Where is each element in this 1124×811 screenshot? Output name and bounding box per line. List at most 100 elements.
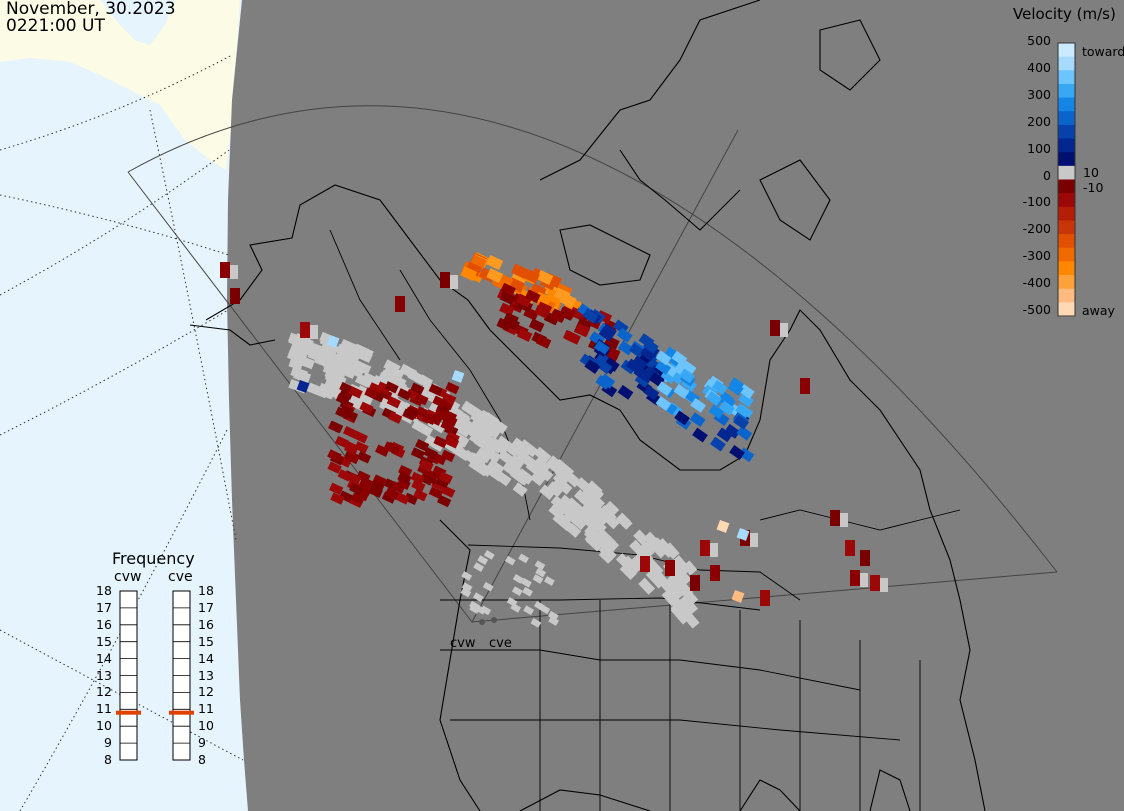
frequency-tick-right: 16 — [198, 616, 214, 632]
velocity-color-step — [1058, 124, 1075, 140]
echo-cell — [530, 618, 542, 628]
echo-cell — [716, 427, 733, 443]
echo-cell — [469, 254, 487, 270]
frequency-tick-right: 8 — [198, 752, 206, 767]
echo-cell — [404, 406, 419, 420]
velocity-color-step — [1058, 111, 1075, 126]
echo-cell — [292, 369, 308, 383]
echo-cell — [516, 328, 533, 342]
echo-cell — [738, 392, 754, 408]
away-label: away — [1082, 303, 1115, 318]
echo-cell — [582, 308, 599, 324]
velocity-color-step — [1058, 275, 1075, 290]
echo-cell — [681, 609, 700, 629]
velocity-color-step — [1058, 43, 1075, 58]
echo-cell — [760, 590, 770, 606]
echo-cell — [680, 360, 697, 376]
echo-cell — [343, 442, 359, 456]
echo-cell — [288, 357, 304, 371]
time-label: 0221:00 UT — [6, 16, 105, 36]
echo-cell — [480, 423, 496, 439]
echo-cell — [385, 366, 404, 382]
velocity-color-step — [1058, 83, 1075, 99]
frequency-panel — [116, 590, 194, 761]
echo-cell — [413, 489, 428, 502]
echo-cell — [381, 399, 402, 415]
echo-cell — [414, 393, 429, 406]
echo-cell — [482, 581, 494, 592]
echo-cell — [335, 393, 351, 406]
echo-cell — [411, 479, 426, 492]
echo-cell — [427, 413, 443, 426]
echo-cell — [628, 343, 645, 358]
echo-cell — [451, 420, 472, 438]
echo-cell — [418, 459, 434, 472]
frequency-tick-left: 14 — [96, 650, 112, 666]
echo-cell — [638, 541, 655, 559]
echo-cell — [461, 582, 473, 593]
echo-cell — [477, 555, 489, 565]
echo-cell — [355, 373, 373, 389]
echo-cell — [584, 359, 601, 374]
echo-cell — [465, 261, 482, 277]
echo-cell — [536, 269, 554, 285]
echo-cell — [342, 426, 358, 439]
echo-cell — [473, 435, 493, 453]
echo-cell — [511, 263, 528, 279]
echo-cell — [472, 459, 493, 477]
echo-cell — [543, 311, 560, 326]
echo-cell — [475, 447, 493, 464]
echo-cell — [353, 431, 368, 444]
echo-cell — [530, 471, 546, 487]
echo-cell — [830, 510, 840, 526]
echo-cell — [633, 529, 649, 546]
echo-cell — [674, 410, 690, 426]
echo-cell — [589, 529, 609, 548]
echo-cell — [327, 461, 342, 474]
echo-cell — [735, 403, 752, 419]
echo-cell — [690, 575, 700, 591]
echo-cell — [617, 384, 634, 400]
echo-cell — [534, 304, 550, 319]
echo-cell — [621, 555, 641, 576]
radar-stations — [479, 617, 497, 625]
velocity-colorbar — [1058, 43, 1075, 317]
frequency-tick-right: 14 — [198, 650, 214, 666]
echo-cell — [451, 370, 465, 383]
echo-cell — [397, 471, 412, 485]
echo-cell — [488, 437, 509, 456]
echo-cell — [354, 441, 369, 454]
echo-cell — [535, 567, 547, 578]
echo-cell — [461, 571, 473, 581]
echo-cell — [510, 270, 528, 286]
frequency-tick-right: 13 — [198, 667, 214, 683]
echo-cell — [506, 597, 518, 607]
station-label-cvw: cvw — [450, 636, 476, 651]
velocity-tick: 300 — [1027, 86, 1051, 102]
echo-cell — [599, 532, 620, 552]
echo-cell — [428, 486, 443, 499]
coastlines — [189, 0, 986, 811]
velocity-color-step — [1058, 261, 1075, 276]
echo-cell — [850, 570, 860, 586]
frequency-tick-left: 9 — [104, 735, 112, 751]
echo-cell — [547, 610, 559, 621]
echo-cell — [435, 476, 450, 489]
echo-cell — [539, 484, 556, 500]
echo-cell — [584, 532, 604, 552]
echo-cell — [339, 404, 354, 417]
velocity-colorbar-frame — [1057, 42, 1076, 317]
velocity-color-step — [1058, 302, 1075, 317]
echo-cell — [618, 340, 634, 356]
echo-cell — [708, 404, 725, 420]
echo-cell — [736, 528, 750, 541]
echo-cell — [473, 562, 485, 572]
echo-cell — [516, 293, 532, 308]
echo-cell — [523, 268, 540, 284]
echo-cell — [690, 397, 707, 413]
echo-cell — [440, 449, 456, 463]
echo-cell — [410, 382, 425, 395]
echo-cell — [327, 449, 342, 462]
frequency-tick-left: 15 — [96, 633, 112, 649]
velocity-color-step — [1058, 70, 1075, 85]
